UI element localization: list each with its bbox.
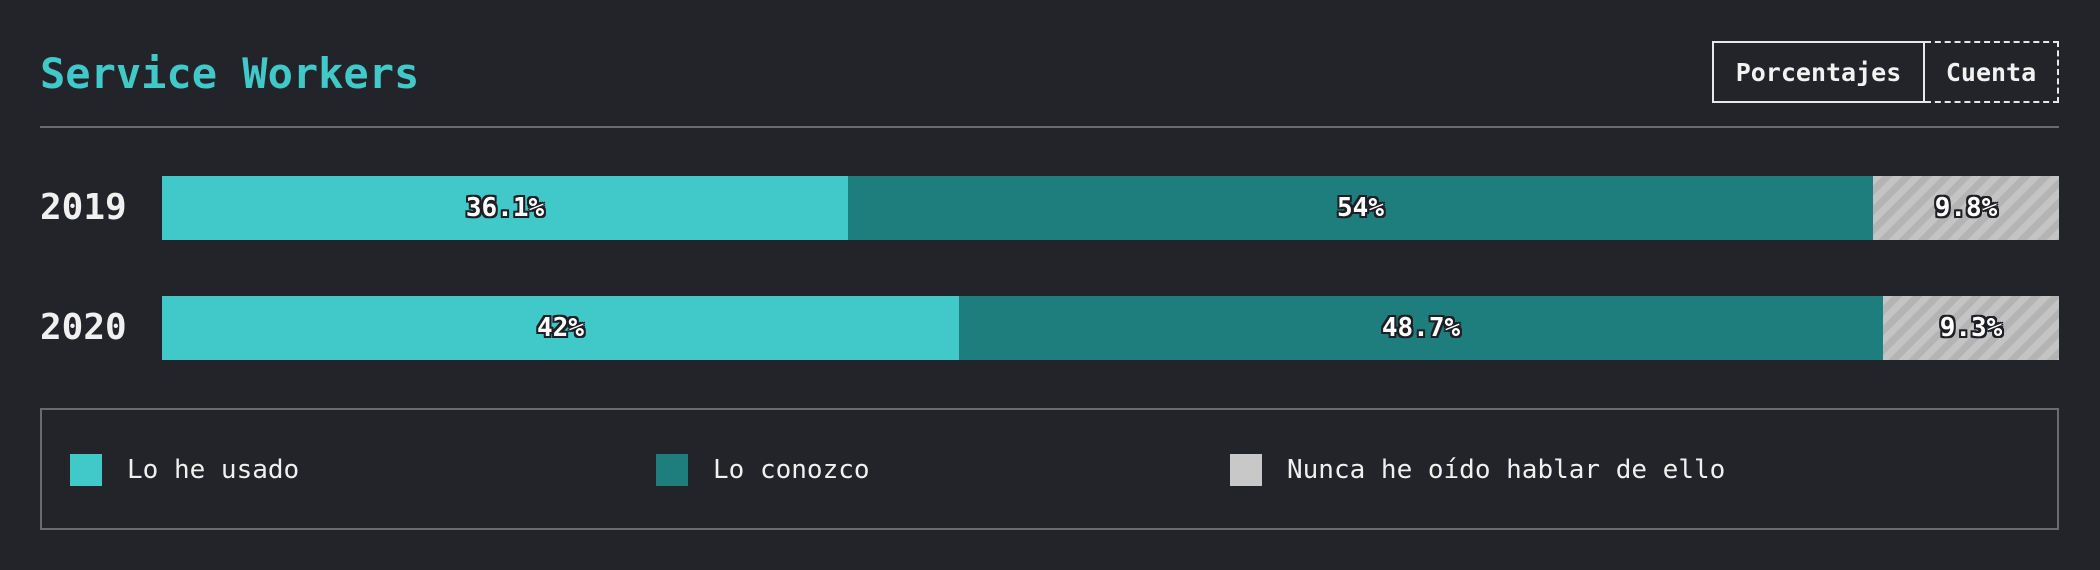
bar-segment[interactable]: 36.1% [162, 176, 848, 240]
stacked-bar-2019: 36.1% 54% 9.8% [162, 176, 2059, 240]
stacked-bar-2020: 42% 48.7% 9.3% [162, 296, 2059, 360]
legend-item[interactable]: Nunca he oído hablar de ello [1230, 454, 1725, 486]
legend-swatch [656, 454, 688, 486]
bar-value-label: 9.3% [1940, 313, 2003, 343]
legend-swatch [1230, 454, 1262, 486]
bar-segment[interactable]: 54% [848, 176, 1873, 240]
view-toggle: Porcentajes Cuenta [1712, 41, 2059, 103]
legend-item[interactable]: Lo conozco [656, 454, 870, 486]
bar-value-label: 54% [1337, 193, 1384, 223]
bar-value-label: 9.8% [1935, 193, 1998, 223]
count-toggle-button[interactable]: Cuenta [1925, 41, 2059, 103]
legend-item[interactable]: Lo he usado [70, 454, 299, 486]
bar-value-label: 42% [537, 313, 584, 343]
bar-segment[interactable]: 48.7% [959, 296, 1883, 360]
bar-segment[interactable]: 9.8% [1873, 176, 2059, 240]
legend-label: Lo conozco [713, 455, 870, 485]
row-label-2020: 2020 [40, 296, 150, 360]
header-divider [40, 126, 2059, 128]
chart-legend: Lo he usado Lo conozco Nunca he oído habla… [40, 408, 2059, 530]
row-label-2019: 2019 [40, 176, 150, 240]
legend-swatch [70, 454, 102, 486]
bar-value-label: 48.7% [1382, 313, 1460, 343]
legend-label: Lo he usado [127, 455, 299, 485]
percentages-toggle-button[interactable]: Porcentajes [1712, 41, 1925, 103]
chart-title: Service Workers [40, 46, 419, 102]
bar-segment[interactable]: 42% [162, 296, 959, 360]
legend-label: Nunca he oído hablar de ello [1287, 455, 1725, 485]
bar-segment[interactable]: 9.3% [1883, 296, 2059, 360]
bar-value-label: 36.1% [466, 193, 544, 223]
